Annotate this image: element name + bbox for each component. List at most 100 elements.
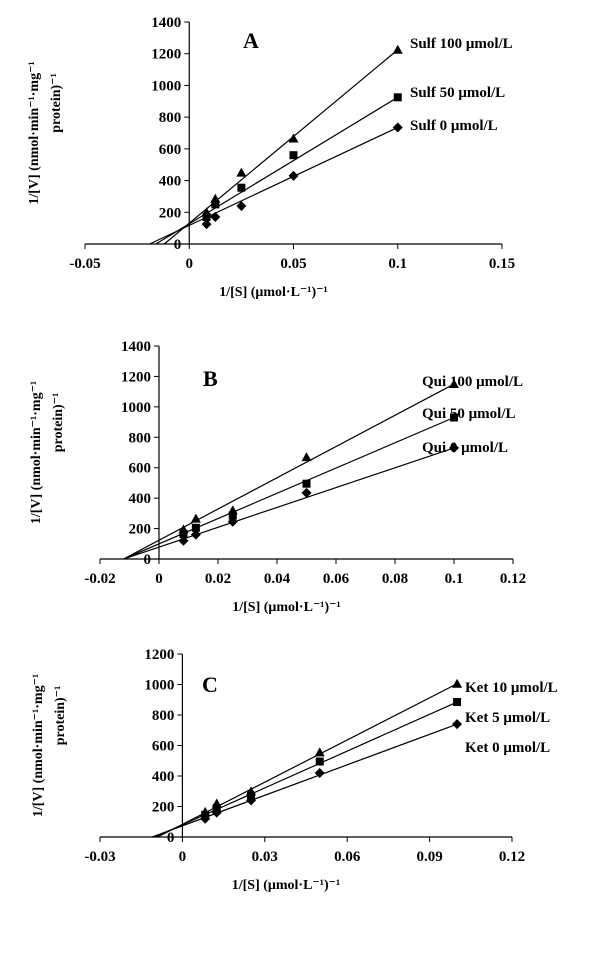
series-label: Sulf 100 μmol/L [410, 36, 513, 52]
series-diamond: Ket 0 μmol/L [151, 719, 550, 838]
x-tick-label: 0.05 [280, 256, 306, 272]
data-point [211, 200, 220, 209]
y-tick-label: 800 [129, 430, 152, 446]
trend-line [149, 126, 399, 245]
series-label: Qui 100 μmol/L [422, 374, 523, 390]
series-square: Sulf 50 μmol/L [155, 85, 505, 245]
y-axis-title-line2: protein)⁻¹ [51, 393, 66, 453]
series-diamond: Sulf 0 μmol/L [149, 118, 498, 245]
data-point [201, 219, 212, 230]
trend-line [123, 447, 455, 560]
x-tick-label: -0.02 [84, 571, 115, 587]
data-point [393, 93, 402, 102]
panel-label: C [202, 672, 218, 697]
x-tick-label: 0.15 [489, 256, 515, 272]
data-point [301, 487, 312, 498]
y-tick-label: 1000 [151, 78, 181, 94]
data-point [246, 795, 257, 806]
x-axis-title: 1/[S] (μmol·L⁻¹)⁻¹ [219, 285, 328, 300]
data-point [449, 442, 459, 453]
trend-line [155, 96, 399, 245]
x-tick-label: 0 [186, 256, 194, 272]
data-point [452, 719, 463, 730]
data-point [392, 44, 403, 54]
x-tick-label: 0.1 [388, 256, 407, 272]
data-point [190, 513, 201, 523]
data-point [449, 379, 459, 389]
data-point [301, 452, 312, 462]
y-axis-title: 1/[V] (nmol·min⁻¹·mg⁻¹ [27, 61, 42, 204]
x-tick-label: 0.12 [500, 571, 526, 587]
y-tick-label: 600 [152, 739, 175, 755]
data-point [453, 698, 462, 707]
trend-line [123, 416, 455, 560]
y-tick-label: 600 [129, 461, 152, 477]
series-square: Qui 50 μmol/L [123, 406, 516, 560]
series-triangle: Qui 100 μmol/L [123, 374, 523, 560]
chart-panel-b: -0.02 0 0.02 0.04 0.06 0.08 0.1 0.12 0 200 400 600 8… [29, 339, 526, 615]
x-tick-label: 0.03 [252, 849, 278, 865]
x-tick-label: 0.04 [264, 571, 291, 587]
y-tick-label: 800 [152, 708, 175, 724]
data-point [227, 516, 238, 527]
x-tick-label: 0.09 [416, 849, 442, 865]
y-axis-title-line2: protein)⁻¹ [53, 686, 68, 746]
data-point [211, 807, 222, 818]
x-tick-label: -0.05 [69, 256, 100, 272]
data-point [392, 122, 403, 133]
data-point [237, 183, 246, 192]
trend-line [163, 49, 399, 245]
data-point [314, 747, 325, 757]
y-tick-label: 1000 [121, 400, 151, 416]
y-tick-label: 1200 [151, 47, 181, 63]
data-point [179, 529, 188, 538]
data-point [288, 170, 299, 181]
chart-panel-c: -0.03 0 0.03 0.06 0.09 0.12 0 200 400 600 800 1000 1… [31, 647, 558, 893]
x-tick-label: 0 [179, 849, 187, 865]
series-label: Qui 0 μmol/L [422, 440, 508, 456]
trend-line [151, 723, 458, 838]
y-tick-label: 200 [152, 800, 175, 816]
data-point [314, 767, 325, 778]
x-axis-title: 1/[S] (μmol·L⁻¹)⁻¹ [232, 878, 341, 893]
x-tick-label: 0.06 [323, 571, 350, 587]
series-label: Ket 10 μmol/L [465, 680, 558, 696]
chart-panel-a: -0.05 0 0.05 0.1 0.15 0 200 400 600 800 1000 1200 14… [27, 15, 515, 300]
y-tick-label: 0 [144, 552, 152, 568]
data-point [191, 523, 200, 532]
data-point [200, 813, 211, 824]
data-point [228, 511, 237, 520]
x-tick-label: 0 [155, 571, 163, 587]
y-tick-label: 800 [159, 110, 182, 126]
trend-line [154, 701, 458, 838]
y-tick-label: 400 [129, 491, 152, 507]
data-point [450, 413, 458, 422]
data-point [315, 757, 324, 766]
x-tick-label: -0.03 [84, 849, 115, 865]
y-tick-label: 1200 [144, 647, 174, 663]
series-label: Ket 0 μmol/L [465, 740, 550, 756]
trend-line [123, 383, 455, 560]
x-tick-label: 0.08 [382, 571, 408, 587]
y-tick-label: 200 [159, 205, 182, 221]
x-tick-label: 0.1 [445, 571, 464, 587]
data-point [452, 678, 463, 688]
y-tick-label: 0 [167, 830, 175, 846]
y-tick-label: 200 [129, 522, 152, 538]
y-tick-label: 1000 [144, 678, 174, 694]
y-tick-label: 400 [152, 769, 175, 785]
y-tick-label: 600 [159, 142, 182, 158]
y-tick-label: 1400 [151, 15, 181, 31]
series-label: Sulf 0 μmol/L [410, 118, 498, 134]
y-tick-label: 1200 [121, 369, 151, 385]
x-tick-label: 0.12 [499, 849, 525, 865]
data-point [210, 212, 221, 223]
data-point [178, 535, 189, 546]
data-point [302, 479, 311, 488]
x-axis-title: 1/[S] (μmol·L⁻¹)⁻¹ [232, 600, 341, 615]
x-tick-label: 0.06 [334, 849, 361, 865]
data-point [289, 151, 298, 160]
data-point [236, 167, 247, 177]
y-axis-title: 1/[V] (nmol·min⁻¹·mg⁻¹ [29, 381, 44, 524]
